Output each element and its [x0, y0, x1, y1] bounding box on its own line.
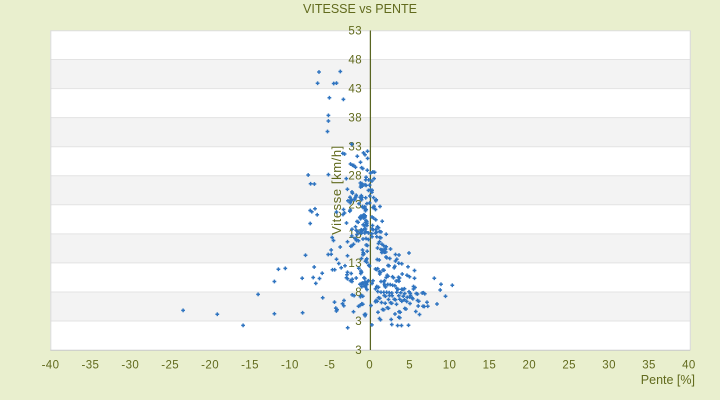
svg-text:15: 15 [483, 359, 497, 371]
svg-text:20: 20 [523, 359, 537, 371]
svg-text:-30: -30 [121, 359, 139, 371]
svg-text:Pente [%]: Pente [%] [641, 373, 695, 387]
svg-text:-15: -15 [241, 359, 259, 371]
svg-text:40: 40 [682, 359, 696, 371]
svg-text:Vitesse [km/h]: Vitesse [km/h] [329, 145, 344, 235]
svg-text:-25: -25 [161, 359, 179, 371]
svg-text:48: 48 [348, 54, 362, 66]
svg-text:53: 53 [348, 25, 362, 37]
svg-text:38: 38 [348, 113, 362, 125]
svg-text:43: 43 [348, 84, 362, 96]
svg-text:-10: -10 [281, 359, 299, 371]
svg-text:-40: -40 [42, 359, 60, 371]
svg-text:35: 35 [642, 359, 656, 371]
svg-text:25: 25 [562, 359, 576, 371]
svg-text:8: 8 [355, 287, 362, 299]
svg-text:-20: -20 [201, 359, 219, 371]
svg-text:3: 3 [355, 345, 362, 357]
svg-text:-5: -5 [324, 359, 335, 371]
svg-text:30: 30 [602, 359, 616, 371]
svg-text:-35: -35 [81, 359, 99, 371]
svg-text:28: 28 [348, 171, 362, 183]
svg-text:33: 33 [348, 142, 362, 154]
svg-text:0: 0 [366, 359, 373, 371]
svg-text:5: 5 [406, 359, 413, 371]
svg-text:10: 10 [443, 359, 457, 371]
svg-text:VITESSE vs PENTE: VITESSE vs PENTE [303, 2, 417, 16]
svg-text:3: 3 [355, 316, 362, 328]
